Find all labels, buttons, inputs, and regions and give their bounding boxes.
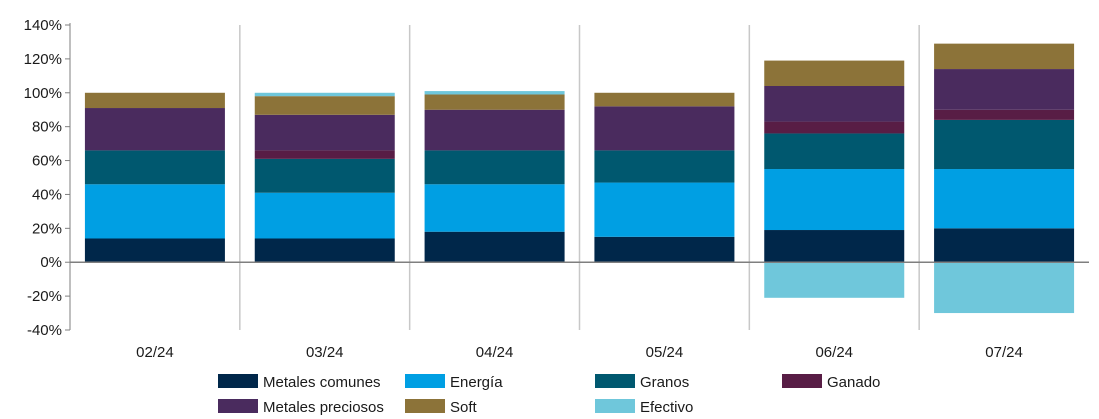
bar-segment: [764, 121, 905, 134]
bar-segment: [934, 119, 1075, 170]
legend-label: Soft: [450, 399, 478, 416]
y-tick-label: -40%: [27, 322, 62, 339]
bar-segment: [84, 184, 225, 239]
bar-segment: [764, 262, 905, 298]
bar-segment: [254, 238, 395, 263]
legend-swatch: [595, 374, 635, 388]
bar-segment: [764, 86, 905, 122]
y-tick-label: 40%: [32, 186, 62, 203]
bar-segment: [254, 150, 395, 159]
legend-swatch: [595, 399, 635, 413]
bar-segment: [84, 150, 225, 185]
bars: [84, 43, 1075, 314]
bar-segment: [934, 228, 1075, 263]
legend-swatch: [405, 399, 445, 413]
bar-segment: [84, 238, 225, 263]
x-tick-label: 03/24: [306, 344, 344, 361]
legend-swatch: [218, 399, 258, 413]
bar-segment: [934, 109, 1075, 120]
bar-segment: [424, 94, 565, 110]
bar-segment: [934, 169, 1075, 229]
y-tick-label: 140%: [24, 17, 62, 34]
y-tick-label: 120%: [24, 51, 62, 68]
legend-label: Granos: [640, 374, 689, 391]
legend-swatch: [782, 374, 822, 388]
bar-segment: [424, 109, 565, 151]
bar-segment: [424, 231, 565, 263]
bar-segment: [254, 92, 395, 97]
x-tick-label: 04/24: [476, 344, 514, 361]
bar-segment: [934, 43, 1075, 70]
x-tick-label: 06/24: [815, 344, 853, 361]
bar-segment: [424, 184, 565, 232]
x-tick-label: 07/24: [985, 344, 1023, 361]
bar-segment: [424, 91, 565, 95]
bar-segment: [764, 169, 905, 231]
bar-segment: [254, 192, 395, 239]
axes: [69, 23, 1089, 330]
x-tick-label: 02/24: [136, 344, 174, 361]
legend-label: Metales comunes: [263, 374, 381, 391]
bar-segment: [594, 92, 735, 107]
legend-swatch: [405, 374, 445, 388]
bar-segment: [84, 92, 225, 109]
y-tick-label: 100%: [24, 85, 62, 102]
bar-segment: [254, 96, 395, 115]
y-axis-ticks: -40% -20% 0% 20% 40% 60% 80% 100% 120% 140%: [24, 17, 70, 339]
legend-swatch: [218, 374, 258, 388]
bar-segment: [594, 106, 735, 151]
bar-segment: [594, 236, 735, 263]
bar-segment: [764, 60, 905, 86]
legend-label: Ganado: [827, 374, 880, 391]
legend: Metales comunes Energía Granos Ganado Metale…: [218, 374, 880, 416]
x-tick-label: 05/24: [646, 344, 684, 361]
bar-segment: [84, 108, 225, 151]
legend-label: Efectivo: [640, 399, 693, 416]
y-tick-label: 20%: [32, 220, 62, 237]
bar-segment: [764, 133, 905, 170]
y-tick-label: 60%: [32, 153, 62, 170]
bar-segment: [254, 114, 395, 151]
bar-segment: [594, 182, 735, 237]
bar-segment: [254, 158, 395, 193]
x-axis-ticks: 02/24 03/24 04/24 05/24 06/24 07/24: [136, 344, 1023, 361]
y-tick-label: -20%: [27, 288, 62, 305]
bar-segment: [424, 150, 565, 185]
bar-segment: [934, 69, 1075, 110]
y-tick-label: 0%: [40, 254, 62, 271]
legend-label: Energía: [450, 374, 503, 391]
bar-segment: [934, 262, 1075, 314]
bar-segment: [764, 230, 905, 263]
y-tick-label: 80%: [32, 119, 62, 136]
category-separators: [239, 25, 920, 330]
bar-segment: [594, 150, 735, 183]
legend-label: Metales preciosos: [263, 399, 384, 416]
